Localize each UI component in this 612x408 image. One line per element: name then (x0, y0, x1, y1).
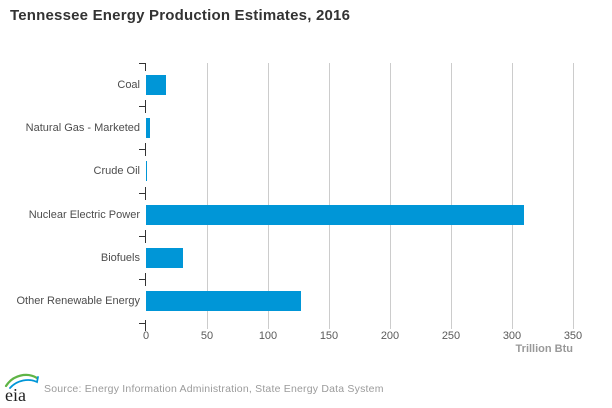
gridline-350 (572, 63, 574, 329)
gridline-300 (511, 63, 513, 329)
y-axis-stub (145, 229, 146, 243)
bar-3 (146, 204, 525, 225)
eia-logo-blue-swoosh (9, 376, 39, 389)
x-tick-label-50: 50 (200, 330, 214, 342)
x-axis-title: Trillion Btu (515, 343, 573, 355)
y-axis-stub (145, 273, 146, 287)
gridline-200 (389, 63, 391, 329)
gridline-150 (328, 63, 330, 329)
category-label-2: Crude Oil (93, 165, 140, 178)
bar-0 (146, 74, 166, 95)
x-tick-label-250: 250 (441, 330, 461, 342)
y-tick-mark (139, 322, 146, 324)
bar-1 (146, 118, 151, 138)
y-axis-stub (145, 99, 146, 113)
bar-5 (146, 291, 301, 312)
x-tick-label-200: 200 (380, 330, 400, 342)
eia-logo-text: eia (5, 385, 26, 405)
y-axis-stub (145, 143, 146, 157)
category-label-5: Other Renewable Energy (16, 295, 140, 308)
x-tick-label-0: 0 (142, 330, 150, 342)
category-label-3: Nuclear Electric Power (28, 208, 140, 221)
eia-logo-green-swoosh (4, 373, 39, 388)
x-tick-label-150: 150 (319, 330, 339, 342)
bar-2 (146, 161, 148, 182)
y-axis-stub (145, 320, 146, 331)
category-label-1: Natural Gas - Marketed (25, 121, 140, 134)
y-axis-stub (145, 186, 146, 200)
category-label-4: Biofuels (100, 251, 140, 264)
x-tick-label-100: 100 (258, 330, 278, 342)
gridline-100 (267, 63, 269, 329)
source-text: Source: Energy Information Administratio… (44, 383, 384, 395)
y-axis-stub (145, 63, 146, 71)
chart-title: Tennessee Energy Production Estimates, 2… (10, 7, 351, 24)
gridline-50 (206, 63, 208, 329)
y-tick-mark (139, 105, 146, 107)
x-tick-label-300: 300 (502, 330, 522, 342)
y-tick-mark (139, 279, 146, 281)
y-tick-mark (139, 62, 146, 64)
bar-4 (146, 248, 183, 268)
y-tick-mark (139, 192, 146, 194)
y-tick-mark (139, 149, 146, 151)
gridline-250 (450, 63, 452, 329)
category-label-0: Coal (117, 78, 140, 91)
y-tick-mark (139, 235, 146, 237)
eia-logo: eia (4, 373, 39, 405)
x-tick-label-350: 350 (563, 330, 583, 342)
